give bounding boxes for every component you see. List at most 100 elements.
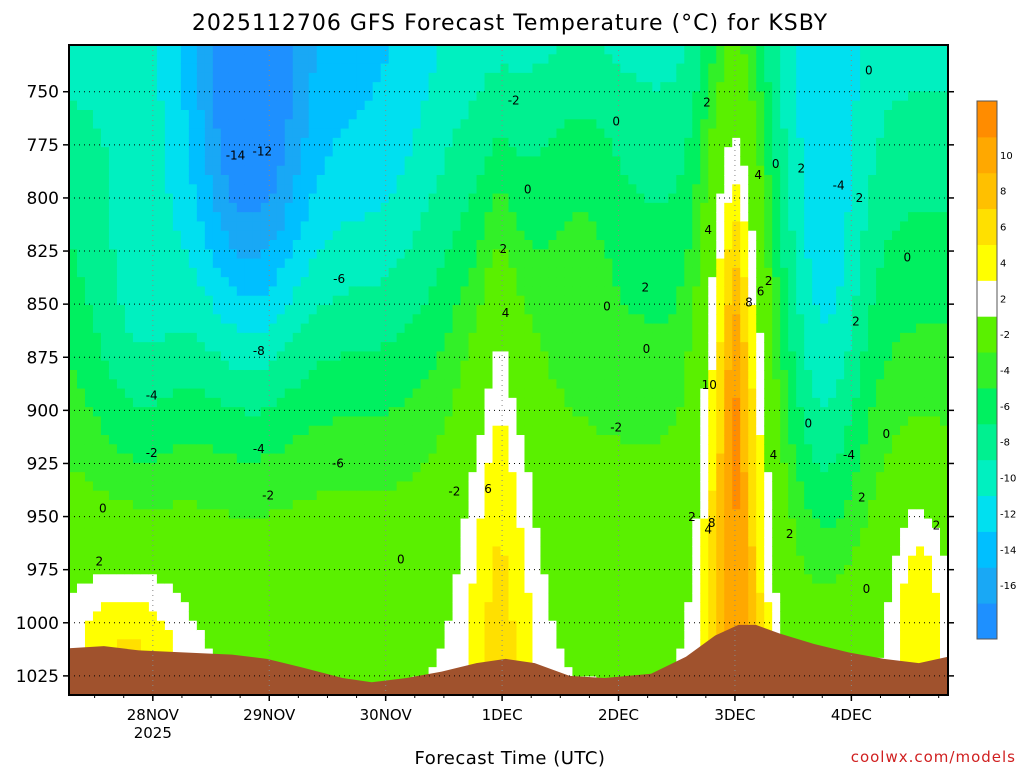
field-cell bbox=[340, 202, 350, 213]
field-cell bbox=[116, 165, 126, 176]
field-cell bbox=[164, 286, 174, 297]
field-cell bbox=[116, 472, 126, 483]
field-cell bbox=[620, 202, 629, 213]
field-cell bbox=[348, 602, 358, 613]
field-cell bbox=[620, 193, 629, 204]
field-cell bbox=[132, 351, 142, 362]
field-cell bbox=[604, 156, 613, 167]
field-cell bbox=[492, 286, 502, 297]
field-cell bbox=[356, 453, 366, 464]
field-cell bbox=[388, 240, 398, 250]
field-cell bbox=[172, 565, 182, 575]
field-cell bbox=[308, 462, 318, 473]
field-cell bbox=[100, 82, 110, 93]
field-cell bbox=[164, 416, 174, 427]
field-cell bbox=[444, 82, 454, 93]
field-cell bbox=[580, 370, 590, 380]
field-cell bbox=[452, 425, 462, 436]
field-cell bbox=[564, 258, 574, 269]
field-cell bbox=[308, 175, 318, 185]
field-cell bbox=[332, 212, 342, 223]
field-cell bbox=[596, 286, 605, 297]
field-cell bbox=[460, 156, 470, 167]
field-cell bbox=[420, 165, 430, 176]
field-cell bbox=[356, 565, 366, 575]
field-cell bbox=[148, 472, 158, 483]
field-cell bbox=[204, 184, 214, 195]
field-cell bbox=[620, 481, 629, 492]
field-cell bbox=[172, 175, 182, 185]
field-cell bbox=[508, 305, 518, 315]
field-cell bbox=[156, 45, 166, 55]
field-cell bbox=[516, 72, 526, 83]
field-cell bbox=[556, 184, 566, 195]
field-cell bbox=[276, 592, 286, 603]
field-cell bbox=[628, 249, 637, 260]
field-cell bbox=[388, 555, 398, 566]
field-cell bbox=[332, 592, 342, 603]
field-cell bbox=[356, 91, 366, 102]
field-cell bbox=[612, 332, 621, 343]
field-cell bbox=[69, 165, 78, 176]
field-cell bbox=[372, 277, 382, 288]
field-cell bbox=[372, 527, 382, 538]
field-cell bbox=[596, 639, 605, 650]
field-cell bbox=[636, 202, 645, 213]
field-cell bbox=[532, 592, 542, 603]
field-cell bbox=[452, 435, 462, 445]
field-cell bbox=[340, 611, 350, 622]
field-cell bbox=[92, 351, 102, 362]
field-cell bbox=[268, 360, 278, 371]
field-cell bbox=[380, 184, 390, 195]
field-cell bbox=[508, 54, 518, 65]
field-cell bbox=[372, 82, 382, 93]
field-cell bbox=[140, 639, 150, 650]
field-cell bbox=[372, 397, 382, 408]
field-cell bbox=[268, 267, 278, 278]
field-cell bbox=[76, 72, 86, 83]
field-cell bbox=[124, 110, 134, 120]
field-cell bbox=[556, 592, 566, 603]
field-cell bbox=[628, 379, 637, 390]
field-cell bbox=[444, 407, 454, 418]
field-cell bbox=[132, 518, 142, 529]
field-cell bbox=[412, 314, 422, 325]
field-cell bbox=[612, 416, 621, 427]
field-cell bbox=[172, 620, 182, 631]
field-cell bbox=[212, 230, 222, 241]
field-cell bbox=[612, 351, 621, 362]
field-cell bbox=[404, 91, 414, 102]
field-cell bbox=[588, 620, 597, 631]
field-cell bbox=[244, 379, 254, 390]
field-cell bbox=[548, 518, 558, 529]
field-cell bbox=[572, 277, 582, 288]
field-cell bbox=[140, 193, 150, 204]
field-cell bbox=[260, 277, 270, 288]
field-cell bbox=[276, 351, 286, 362]
field-cell bbox=[316, 620, 326, 631]
field-cell bbox=[276, 509, 286, 520]
field-cell bbox=[420, 240, 430, 250]
field-cell bbox=[308, 657, 318, 668]
field-cell bbox=[228, 342, 238, 353]
field-cell bbox=[484, 351, 494, 362]
field-cell bbox=[196, 110, 206, 120]
field-cell bbox=[356, 314, 366, 325]
field-cell bbox=[164, 370, 174, 380]
field-cell bbox=[596, 416, 605, 427]
field-cell bbox=[356, 184, 366, 195]
field-cell bbox=[412, 230, 422, 241]
field-cell bbox=[252, 602, 262, 613]
field-cell bbox=[380, 119, 390, 130]
field-cell bbox=[412, 258, 422, 269]
field-cell bbox=[124, 240, 134, 250]
field-cell bbox=[76, 323, 86, 334]
field-cell bbox=[500, 202, 510, 213]
field-cell bbox=[612, 620, 621, 631]
field-cell bbox=[588, 165, 597, 176]
field-cell bbox=[484, 481, 494, 492]
field-cell bbox=[604, 54, 613, 65]
field-cell bbox=[548, 537, 558, 548]
field-cell bbox=[556, 221, 566, 232]
field-cell bbox=[428, 295, 438, 306]
